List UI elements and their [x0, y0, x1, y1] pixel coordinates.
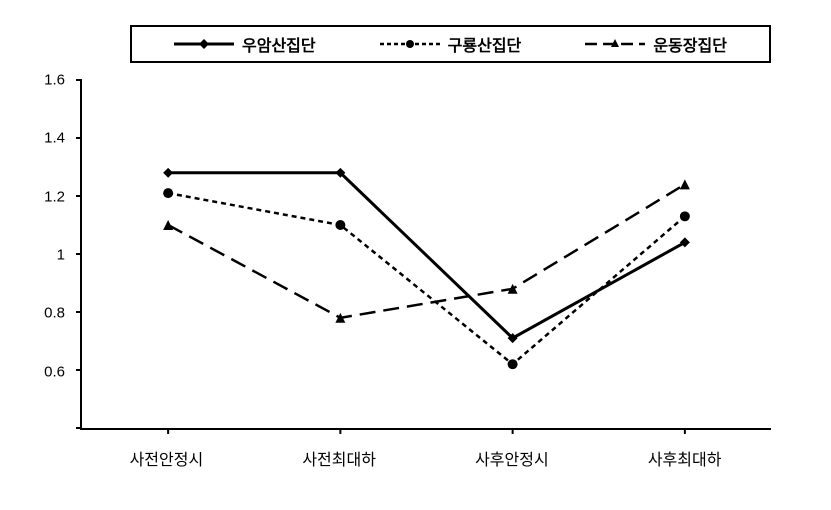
y-tick-label: 0.6: [44, 363, 65, 380]
legend-label-2: 운동장집단: [653, 32, 727, 56]
y-tick-label: 0.8: [44, 305, 65, 322]
y-tick-label: 1: [57, 247, 65, 264]
legend-label-1: 구룡산집단: [448, 32, 522, 56]
y-tick-label: 1.4: [44, 130, 65, 147]
legend-label-0: 우암산집단: [242, 32, 316, 56]
series-marker-1-3: [680, 211, 690, 221]
x-label-3: 사후최대하: [648, 446, 722, 470]
legend-box: 우암산집단 구룡산집단 운동장집단: [130, 25, 771, 63]
legend-item-0: 우암산집단: [174, 32, 316, 56]
series-marker-2-3: [680, 179, 690, 189]
y-tick-label: 1.6: [44, 72, 65, 89]
x-label-2: 사후안정시: [475, 446, 549, 470]
chart-container: 우암산집단 구룡산집단 운동장집단 0.6 0.8 1 1.2 1.4 1.6 사전안정시…: [20, 20, 811, 490]
series-marker-0-0: [163, 168, 173, 178]
y-tick-label: 1.2: [44, 188, 65, 205]
series-line-0: [168, 173, 685, 338]
legend-item-2: 운동장집단: [585, 32, 727, 56]
plot-svg: [82, 80, 771, 428]
plot-area: [80, 80, 771, 430]
legend-line-2: [585, 34, 645, 54]
y-axis: 0.60.811.21.41.6: [20, 80, 70, 430]
series-line-1: [168, 193, 685, 364]
x-label-0: 사전안정시: [130, 446, 204, 470]
series-marker-2-0: [163, 220, 173, 230]
legend-line-1: [380, 34, 440, 54]
series-line-2: [168, 184, 685, 317]
x-label-1: 사전최대하: [302, 446, 376, 470]
series-marker-1-1: [335, 220, 345, 230]
legend-line-0: [174, 34, 234, 54]
legend-item-1: 구룡산집단: [380, 32, 522, 56]
series-marker-1-0: [163, 188, 173, 198]
series-marker-1-2: [508, 359, 518, 369]
x-axis: 사전안정시 사전최대하 사후안정시 사후최대하: [80, 446, 771, 470]
